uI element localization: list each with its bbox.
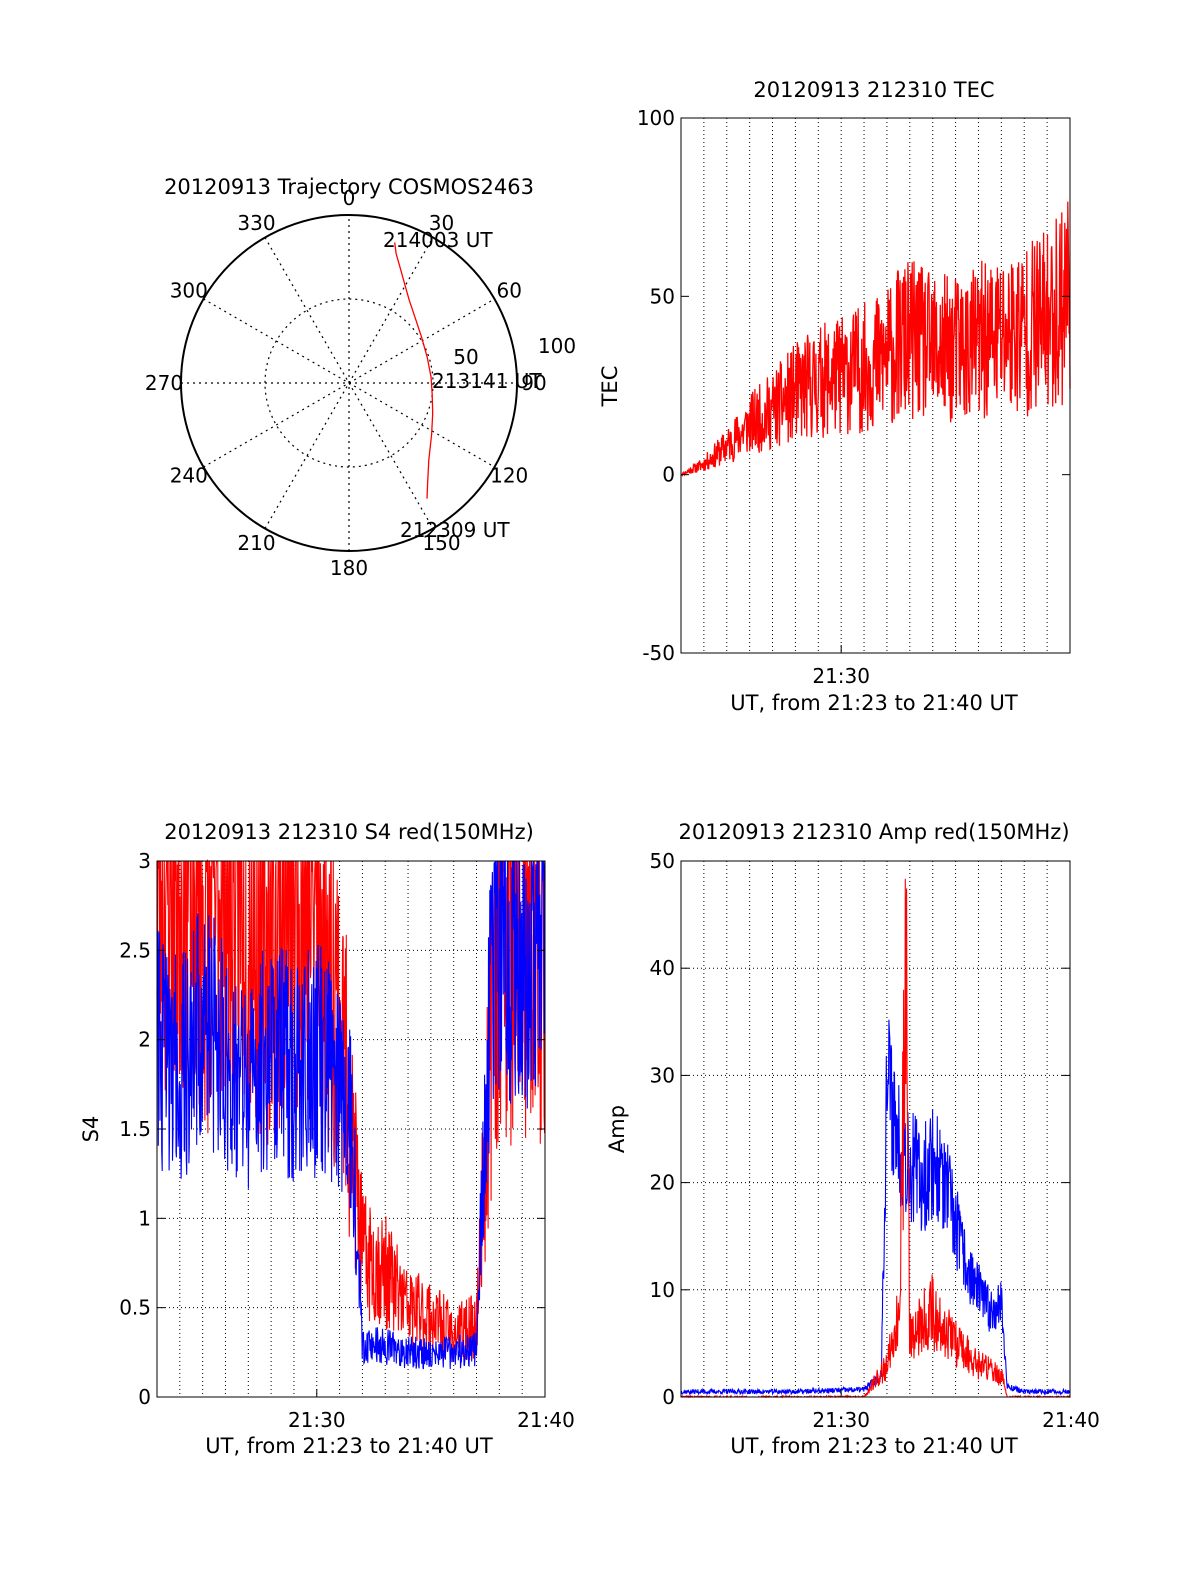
polar-angle-label: 210: [237, 531, 275, 555]
tec-title: 20120913 212310 TEC: [753, 78, 994, 102]
s4-ylabel: S4: [79, 1116, 103, 1143]
y-tick-label: 10: [650, 1278, 675, 1302]
y-tick-label: 0.5: [119, 1296, 151, 1320]
y-tick-label: 100: [637, 106, 675, 130]
polar-angle-label: 180: [330, 556, 368, 580]
polar-grid: [181, 215, 517, 551]
x-tick-label: 21:30: [812, 1408, 870, 1432]
y-tick-label: 20: [650, 1171, 675, 1195]
polar-panel: 20120913 Trajectory COSMOS2463 0 30 60 90 12…: [145, 175, 576, 580]
y-tick-label: 0: [662, 1385, 675, 1409]
polar-angle-label: 60: [496, 279, 521, 303]
y-tick-label: 50: [650, 849, 675, 873]
polar-angle-labels: 0 30 60 90 120 150 180 210 240 270 300 330: [145, 186, 547, 580]
tec-axes-frame: [680, 117, 1071, 654]
x-tick-label: 21:30: [288, 1408, 346, 1432]
y-tick-label: 1: [138, 1206, 151, 1230]
amp-axes-frame: [680, 860, 1071, 1398]
polar-radial-label-100: 100: [538, 334, 576, 358]
y-tick-label: 2: [138, 1028, 151, 1052]
polar-angle-label: 300: [170, 279, 208, 303]
tec-panel: 20120913 212310 TEC -50 0 50 100 21:30 TEC U…: [598, 78, 1071, 715]
amp-ylabel: Amp: [605, 1105, 629, 1153]
x-tick-label: 21:40: [1042, 1408, 1100, 1432]
polar-angle-label: 30: [429, 211, 454, 235]
x-tick-label: 21:30: [812, 664, 870, 688]
polar-angle-label: 120: [490, 464, 528, 488]
y-tick-label: 30: [650, 1063, 675, 1087]
amp-xlabel: UT, from 21:23 to 21:40 UT: [730, 1434, 1018, 1458]
tec-ylabel: TEC: [598, 366, 622, 408]
y-tick-label: 0: [662, 463, 675, 487]
amp-red-series-line: [680, 878, 1071, 1399]
polar-title: 20120913 Trajectory COSMOS2463: [164, 175, 534, 199]
y-tick-label: 0: [138, 1385, 151, 1409]
y-tick-label: 40: [650, 956, 675, 980]
y-tick-label: 50: [650, 284, 675, 308]
polar-angle-label: 150: [422, 531, 460, 555]
polar-angle-label: 0: [343, 186, 356, 210]
y-tick-label: 3: [138, 849, 151, 873]
s4-xlabel: UT, from 21:23 to 21:40 UT: [205, 1434, 493, 1458]
polar-angle-label: 90: [521, 371, 546, 395]
polar-radial-label-50: 50: [453, 345, 478, 369]
tec-xlabel: UT, from 21:23 to 21:40 UT: [730, 691, 1018, 715]
s4-title: 20120913 212310 S4 red(150MHz): [164, 820, 534, 844]
amp-ticks: 0 10 20 30 40 50 21:30 21:40: [650, 849, 1100, 1432]
amp-title: 20120913 212310 Amp red(150MHz): [678, 820, 1069, 844]
polar-angle-label: 330: [237, 211, 275, 235]
y-tick-label: 1.5: [119, 1117, 151, 1141]
s4-ticks: 0 0.5 1 1.5 2 2.5 3 21:30 21:40: [119, 849, 575, 1432]
x-tick-label: 21:40: [517, 1408, 575, 1432]
amp-blue-series-line: [680, 1019, 1071, 1396]
polar-spoke: [264, 237, 434, 529]
polar-angle-label: 240: [170, 464, 208, 488]
polar-outer-circle: [180, 214, 518, 552]
annotation-mid-time: 213141 UT: [432, 369, 542, 393]
tec-ticks: -50 0 50 100 21:30: [637, 106, 1070, 688]
s4-panel: 20120913 212310 S4 red(150MHz) 0 0.5 1 1.5 2…: [79, 820, 575, 1458]
amp-grid: [681, 861, 1070, 1397]
polar-angle-label: 270: [145, 371, 183, 395]
annotation-start-time: 212309 UT: [400, 518, 510, 542]
trajectory-line: [394, 242, 434, 499]
s4-blue-series-line: [156, 860, 546, 1370]
annotation-end-time: 214003 UT: [383, 228, 493, 252]
y-tick-label: -50: [642, 641, 675, 665]
y-tick-label: 2.5: [119, 938, 151, 962]
amp-panel: 20120913 212310 Amp red(150MHz) 0 10 20 30 4…: [605, 820, 1100, 1458]
tec-series-line: [680, 201, 1071, 477]
